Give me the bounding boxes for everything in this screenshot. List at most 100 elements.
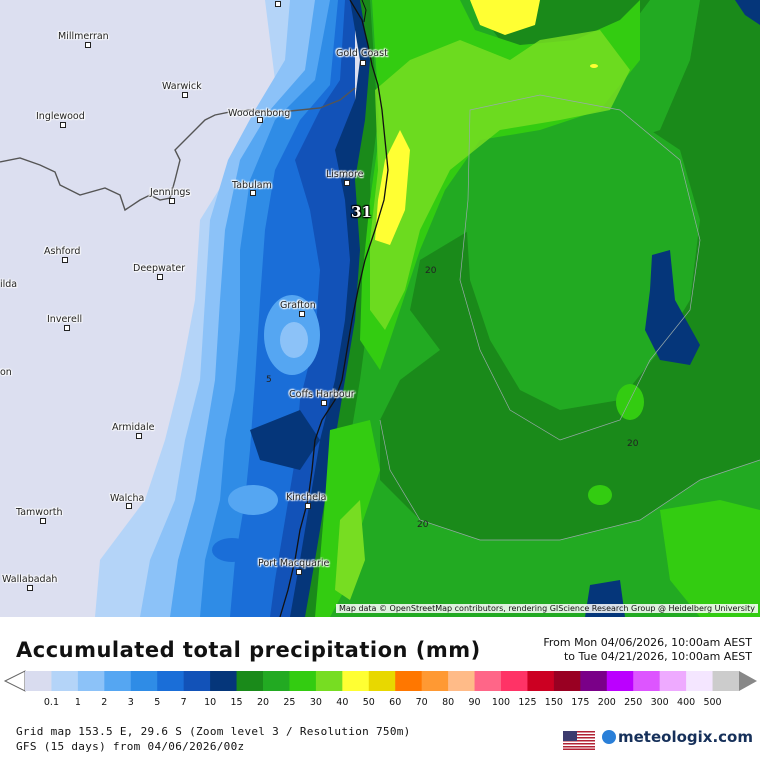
city-label: Lismore: [326, 169, 364, 180]
city-label: Millmerran: [58, 31, 109, 42]
legend-swatch: [315, 671, 343, 691]
legend-tick-label: 10: [204, 697, 217, 708]
legend-tick-label: 15: [230, 697, 243, 708]
city-marker: [157, 274, 163, 280]
contour-label: 5: [266, 375, 272, 385]
legend-tick-label: 1: [74, 697, 81, 708]
chart-title: Accumulated total precipitation (mm): [16, 638, 481, 662]
legend-tick-label: 250: [624, 697, 643, 708]
legend-tick-label: 2: [101, 697, 108, 708]
legend-tick-label: 30: [309, 697, 322, 708]
legend-swatch: [104, 671, 132, 691]
legend-tick-label: 0.1: [43, 697, 59, 708]
legend-swatch: [157, 671, 185, 691]
legend-tick-label: 125: [518, 697, 537, 708]
city-label: Ashford: [44, 246, 81, 257]
precipitation-map[interactable]: Millmerran Warwick Inglewood Gold Coast …: [0, 0, 760, 617]
city-label: Tabulam: [232, 180, 272, 191]
city-label: Grafton: [280, 300, 316, 311]
legend-tick-label: 50: [362, 697, 375, 708]
legend-swatch: [210, 671, 238, 691]
legend-tick-label: 500: [703, 697, 722, 708]
city-label: Jennings: [150, 187, 191, 198]
city-marker: [136, 433, 142, 439]
legend-tick-label: 100: [491, 697, 511, 708]
legend-swatch: [501, 671, 528, 691]
legend-swatch: [395, 671, 423, 691]
city-label: Inverell: [47, 314, 83, 325]
legend-tick-label: 300: [650, 697, 669, 708]
city-marker: [305, 503, 311, 509]
city-label: Coffs Harbour: [289, 389, 355, 400]
legend-arrow-right: [739, 671, 757, 691]
legend-tick-label: 20: [256, 697, 270, 708]
city-marker: [169, 198, 175, 204]
legend-swatch: [448, 671, 476, 691]
legend-tick-label: 3: [127, 697, 134, 708]
legend-swatch: [77, 671, 105, 691]
legend-swatch: [289, 671, 317, 691]
legend-swatch: [474, 671, 502, 691]
city-label: Deepwater: [133, 263, 186, 274]
legend-swatch: [606, 671, 634, 691]
legend-tick-label: 150: [544, 697, 563, 708]
legend-swatch: [51, 671, 79, 691]
city-label: Woodenbong: [228, 108, 291, 119]
legend-swatch: [553, 671, 581, 691]
city-label: Walcha: [110, 493, 145, 504]
legend-swatch: [421, 671, 449, 691]
model-info: GFS (15 days) from 04/06/2026/00z: [16, 740, 245, 753]
legend-tick-label: 25: [283, 697, 296, 708]
contour-label: 20: [627, 439, 639, 449]
color-scale-legend: [3, 670, 757, 692]
legend-tick-label: 40: [336, 697, 349, 708]
legend-swatch: [659, 671, 687, 691]
legend-tick-label: 400: [677, 697, 696, 708]
city-marker: [275, 1, 281, 7]
map-canvas: [0, 0, 760, 617]
city-label: Kinchela: [286, 492, 327, 503]
city-marker: [321, 400, 327, 406]
legend-swatch: [342, 671, 370, 691]
legend-swatch: [183, 671, 211, 691]
city-label: Tamworth: [16, 507, 63, 518]
city-label: Warwick: [162, 81, 202, 92]
city-label: Armidale: [112, 422, 155, 433]
legend-swatch: [580, 671, 608, 691]
legend-swatch: [712, 671, 740, 691]
city-label: Inglewood: [36, 111, 85, 122]
legend-tick-label: 7: [180, 697, 187, 708]
city-label: ilda: [0, 279, 18, 290]
meteologix-logo[interactable]: meteologix.com: [602, 728, 753, 746]
city-marker: [296, 569, 302, 575]
legend-tick-label: 60: [389, 697, 402, 708]
legend-tick-label: 70: [415, 697, 428, 708]
legend-arrow-left: [3, 670, 26, 692]
contour-label: 20: [425, 266, 437, 276]
legend-swatch: [527, 671, 555, 691]
logo-icon: [602, 730, 616, 744]
legend-swatch: [633, 671, 661, 691]
grid-info: Grid map 153.5 E, 29.6 S (Zoom level 3 /…: [16, 725, 411, 738]
city-label: on: [0, 367, 12, 378]
city-marker: [360, 60, 366, 66]
legend-swatch: [263, 671, 290, 691]
city-label: Port Macquarie: [258, 558, 330, 569]
logo-text: meteologix.com: [618, 728, 753, 746]
legend-swatch: [686, 671, 714, 691]
city-marker: [257, 117, 263, 123]
map-attribution: Map data © OpenStreetMap contributors, r…: [336, 604, 758, 613]
max-value-label: 31: [351, 203, 372, 221]
city-marker: [27, 585, 33, 591]
city-marker: [85, 42, 91, 48]
city-marker: [250, 190, 256, 196]
legend-tick-label: 5: [154, 697, 161, 708]
city-marker: [62, 257, 68, 263]
legend-tick-label: 90: [468, 697, 481, 708]
city-marker: [60, 122, 66, 128]
contour-label: 20: [417, 520, 429, 530]
us-flag-icon[interactable]: [563, 731, 595, 750]
city-marker: [126, 503, 132, 509]
city-label: Wallabadah: [2, 574, 58, 585]
city-marker: [299, 311, 305, 317]
